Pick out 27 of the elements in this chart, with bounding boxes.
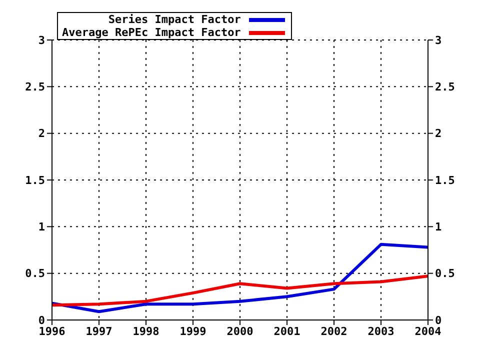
x-tick-label: 2002 — [320, 324, 348, 338]
x-tick-label: 1996 — [38, 324, 66, 338]
y2-tick-label: 1.5 — [435, 174, 455, 187]
x-tick-label: 2001 — [274, 324, 301, 338]
y-tick-label: 0.5 — [25, 267, 45, 280]
y2-tick-label: 0 — [435, 314, 442, 327]
x-tick-label: 1997 — [86, 324, 112, 338]
x-tick-label: 2004 — [414, 324, 442, 338]
legend-label: Average RePEc Impact Factor — [62, 26, 241, 39]
x-tick-label: 1998 — [132, 324, 160, 338]
y2-tick-label: 2.5 — [435, 80, 455, 94]
y2-tick-label: 1 — [435, 220, 442, 234]
x-tick-label: 2000 — [226, 324, 254, 338]
x-tick-label: 1999 — [180, 324, 206, 338]
y2-tick-label: 0.5 — [435, 267, 455, 280]
y-tick-label: 0 — [38, 314, 45, 327]
y-tick-label: 3 — [38, 34, 45, 47]
line-series — [52, 274, 428, 307]
y2-tick-label: 2 — [435, 127, 442, 140]
y-tick-label: 2.5 — [25, 80, 45, 94]
y-tick-label: 2 — [38, 127, 45, 140]
x-tick-label: 2003 — [368, 324, 394, 338]
y-tick-label: 1.5 — [25, 174, 45, 187]
y-tick-label: 1 — [38, 220, 46, 234]
line-series — [52, 242, 428, 314]
y2-tick-label: 3 — [435, 34, 442, 47]
legend-label: Series Impact Factor — [108, 13, 241, 26]
